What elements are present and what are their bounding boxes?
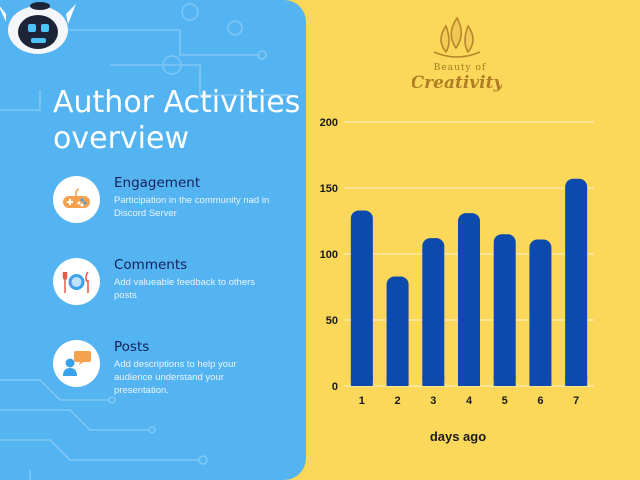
bar-base xyxy=(386,376,409,386)
bar-base xyxy=(350,376,373,386)
logo-text-top: Beauty of xyxy=(434,63,486,73)
activity-title: Posts xyxy=(114,339,150,355)
x-tick-label: 2 xyxy=(395,395,401,407)
bar xyxy=(350,210,373,386)
activity-icon-circle xyxy=(53,258,100,305)
bar xyxy=(529,239,552,386)
x-tick-label: 3 xyxy=(430,395,436,407)
activity-description: Add descriptions to help your audience u… xyxy=(114,359,237,396)
logo-text-bottom: Creativity xyxy=(412,73,502,93)
activity-title: Comments xyxy=(114,257,188,273)
bar xyxy=(493,234,516,386)
y-tick-label: 150 xyxy=(320,183,338,195)
activity-icon-circle xyxy=(53,340,100,387)
bar-chart: 0 50 100 150 200 1 2 3 4 5 6 7 days ago xyxy=(320,117,594,444)
gamepad-icon xyxy=(63,188,90,208)
bar-base xyxy=(565,376,588,386)
page-title: Author Activities overview xyxy=(53,85,303,157)
bar-base xyxy=(529,376,552,386)
x-tick-label: 7 xyxy=(573,395,579,407)
bar xyxy=(565,178,588,386)
activity-item-posts: Posts Add descriptions to help your audi… xyxy=(53,339,303,400)
y-tick-label: 50 xyxy=(326,315,338,327)
x-tick-label: 5 xyxy=(502,395,508,407)
circuit-decoration xyxy=(0,3,290,480)
activity-icon-circle xyxy=(53,176,100,223)
y-tick-label: 200 xyxy=(320,117,338,129)
bar-base xyxy=(422,376,445,386)
activity-description: Add valueable feedback to others posts xyxy=(114,277,256,301)
x-tick-label: 6 xyxy=(537,395,543,407)
y-tick-label: 100 xyxy=(320,249,338,261)
utensils-icon xyxy=(62,271,89,293)
activity-title: Engagement xyxy=(114,175,201,191)
robot-mascot-icon xyxy=(0,2,76,54)
x-tick-label: 4 xyxy=(466,395,473,407)
x-axis-label: days ago xyxy=(430,429,486,444)
x-tick-label: 1 xyxy=(359,395,365,407)
brand-logo: Beauty of Creativity xyxy=(412,16,502,93)
info-panel: Author Activities overview Engagement Pa… xyxy=(0,0,306,480)
bar xyxy=(386,276,409,386)
bar-base xyxy=(493,376,516,386)
activity-item-engagement: Engagement Participation in the communit… xyxy=(53,175,303,236)
bar-base xyxy=(458,376,480,386)
page-title-line2: overview xyxy=(53,121,189,156)
page-title-line1: Author Activities xyxy=(53,85,301,120)
chat-user-icon xyxy=(63,351,91,376)
bar xyxy=(458,213,480,386)
activity-item-comments: Comments Add valueable feedback to other… xyxy=(53,257,303,318)
activity-description: Participation in the community nad in Di… xyxy=(114,195,270,219)
bar xyxy=(422,238,445,386)
y-tick-label: 0 xyxy=(332,381,338,393)
